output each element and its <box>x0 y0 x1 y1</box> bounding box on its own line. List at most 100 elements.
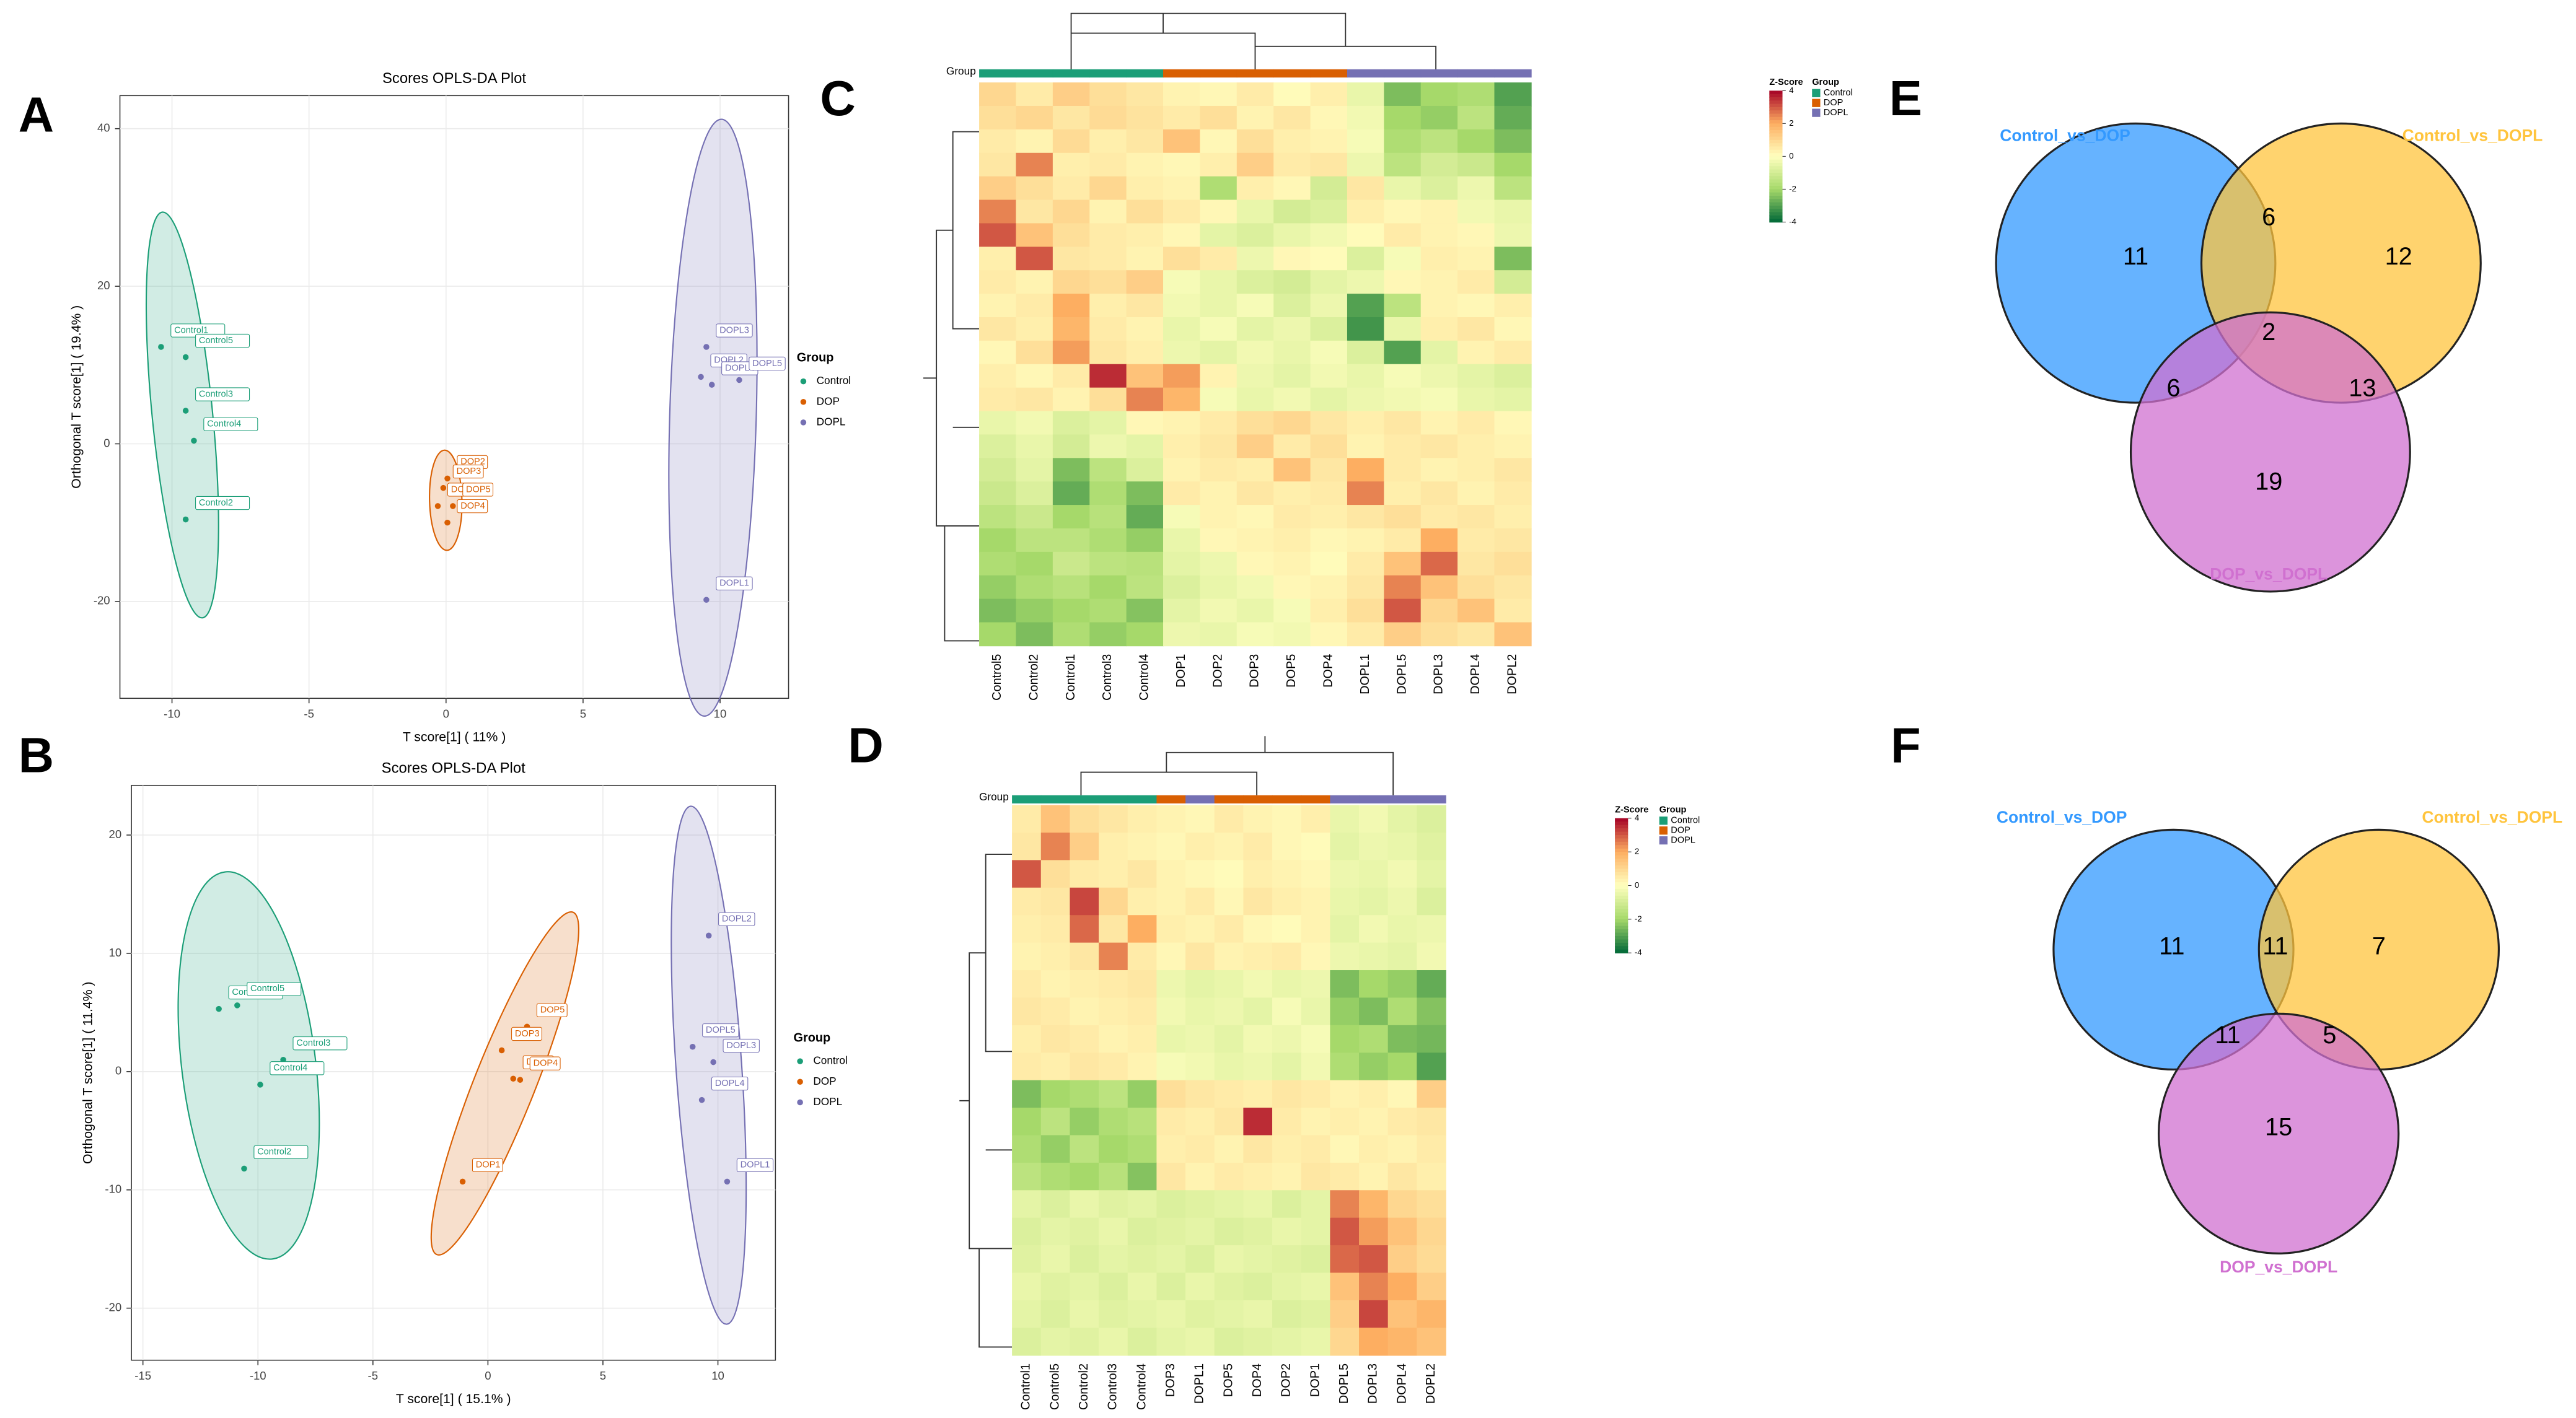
heatmap-cell <box>1457 340 1495 365</box>
column-label: DOPL4 <box>1395 1363 1409 1404</box>
heatmap-cell <box>1126 129 1164 154</box>
legend-label: DOP <box>1824 98 1844 108</box>
heatmap-cell <box>1214 1300 1244 1329</box>
heatmap-cell <box>1330 1080 1360 1108</box>
heatmap-cell <box>1127 1245 1158 1274</box>
heatmap-cell <box>1384 481 1422 505</box>
colorbar-tick-label: 0 <box>1635 880 1639 890</box>
heatmap-cell <box>1387 1135 1418 1163</box>
confidence-ellipse <box>177 871 320 1260</box>
point-label-box <box>195 496 250 510</box>
colorbar-step <box>1615 936 1629 940</box>
point-label: DOP3 <box>515 1029 540 1039</box>
heatmap-cell <box>1273 340 1311 365</box>
colorbar-step <box>1769 219 1783 223</box>
heatmap-cell <box>1016 199 1053 224</box>
heatmap-cell <box>1012 805 1042 833</box>
legend-marker <box>797 1079 803 1085</box>
group-bar-label: Group <box>979 790 1009 803</box>
heatmap-cell <box>1126 294 1164 318</box>
heatmap-cell <box>1301 1328 1331 1356</box>
heatmap-cell <box>1272 1190 1302 1219</box>
heatmap-cell <box>1301 1190 1331 1219</box>
heatmap-cell <box>1347 411 1385 435</box>
heatmap-cell <box>1273 575 1311 600</box>
group-bar <box>1040 795 1071 803</box>
heatmap-cell <box>1359 970 1389 999</box>
heatmap-cell <box>1330 942 1360 971</box>
legend-label: DOPL <box>1671 835 1695 845</box>
data-point <box>257 1082 263 1088</box>
heatmap-cell <box>1310 176 1348 201</box>
heatmap-cell <box>1185 887 1215 916</box>
heatmap-cell <box>1330 1190 1360 1219</box>
venn-region-count: 11 <box>2215 1022 2240 1049</box>
group-bar <box>1156 795 1186 803</box>
heatmap-cell <box>1099 1328 1128 1356</box>
heatmap-cell <box>1089 294 1127 318</box>
heatmap-cell <box>1417 997 1446 1026</box>
heatmap-cell <box>979 317 1017 341</box>
legend-marker <box>797 1099 803 1106</box>
heatmap-cell <box>1243 997 1273 1026</box>
x-tick-label: 0 <box>485 1369 491 1382</box>
column-label: DOPL3 <box>1366 1363 1380 1404</box>
heatmap-cell <box>1457 317 1495 341</box>
heatmap-cell <box>1417 1328 1446 1356</box>
heatmap-cell <box>1052 434 1091 459</box>
colorbar-tick-label: 2 <box>1635 847 1639 856</box>
heatmap-cell <box>1417 1162 1446 1191</box>
colorbar-tick-label: 4 <box>1789 85 1793 95</box>
colorbar-step <box>1769 116 1783 121</box>
legend-label: Control <box>817 374 851 387</box>
heatmap-cell <box>1200 387 1237 412</box>
legend-label: Control <box>813 1054 848 1067</box>
heatmap-cell <box>1359 1272 1389 1301</box>
heatmap-cell <box>1310 82 1348 107</box>
heatmap-cell <box>1420 575 1458 600</box>
column-label: DOPL1 <box>1193 1363 1207 1404</box>
heatmap-cell <box>1016 387 1053 412</box>
data-point <box>450 503 456 509</box>
heatmap-cell <box>1301 1300 1331 1329</box>
heatmap-cell <box>979 223 1017 248</box>
plot-area <box>131 784 776 1361</box>
heatmap-cell <box>1347 434 1385 459</box>
heatmap-cell <box>1384 176 1422 201</box>
venn-set-label: Control_vs_DOP <box>1997 808 2127 826</box>
heatmap-cell <box>1156 1080 1186 1108</box>
heatmap-cell <box>1310 575 1348 600</box>
colorbar-step <box>1769 166 1783 170</box>
heatmap-cell <box>1099 915 1128 943</box>
heatmap-cell <box>1200 458 1237 483</box>
heatmap-cell <box>1420 176 1458 201</box>
heatmap-cell <box>1040 1135 1071 1163</box>
heatmap-cell <box>1040 1217 1071 1246</box>
heatmap-cell <box>1387 1217 1418 1246</box>
heatmap-cell <box>1384 364 1422 388</box>
heatmap-cell <box>1273 622 1311 647</box>
heatmap-cell <box>1016 434 1053 459</box>
heatmap-cell <box>1330 970 1360 999</box>
colorbar-step <box>1615 818 1629 823</box>
heatmap-cell <box>1387 1108 1418 1136</box>
heatmap-cell <box>1359 832 1389 861</box>
heatmap-cell <box>1243 887 1273 916</box>
heatmap-cell <box>1127 1272 1158 1301</box>
heatmap-cell <box>1301 1135 1331 1163</box>
heatmap-cell <box>1126 528 1164 553</box>
heatmap-cell <box>1387 915 1418 943</box>
heatmap-cell <box>1301 1162 1331 1191</box>
colorbar-step <box>1769 205 1783 210</box>
heatmap-cell <box>1384 387 1422 412</box>
colorbar-step <box>1615 855 1629 859</box>
heatmap-cell <box>1185 832 1215 861</box>
heatmap-cell <box>1457 105 1495 130</box>
heatmap-cell <box>1359 1190 1389 1219</box>
colorbar-step <box>1769 179 1783 183</box>
heatmap-cell <box>1494 551 1532 576</box>
point-label-box <box>536 1003 568 1017</box>
venn-region-count: 15 <box>2265 1113 2292 1140</box>
heatmap-cell <box>1359 1135 1389 1163</box>
heatmap-cell <box>1272 1300 1302 1329</box>
